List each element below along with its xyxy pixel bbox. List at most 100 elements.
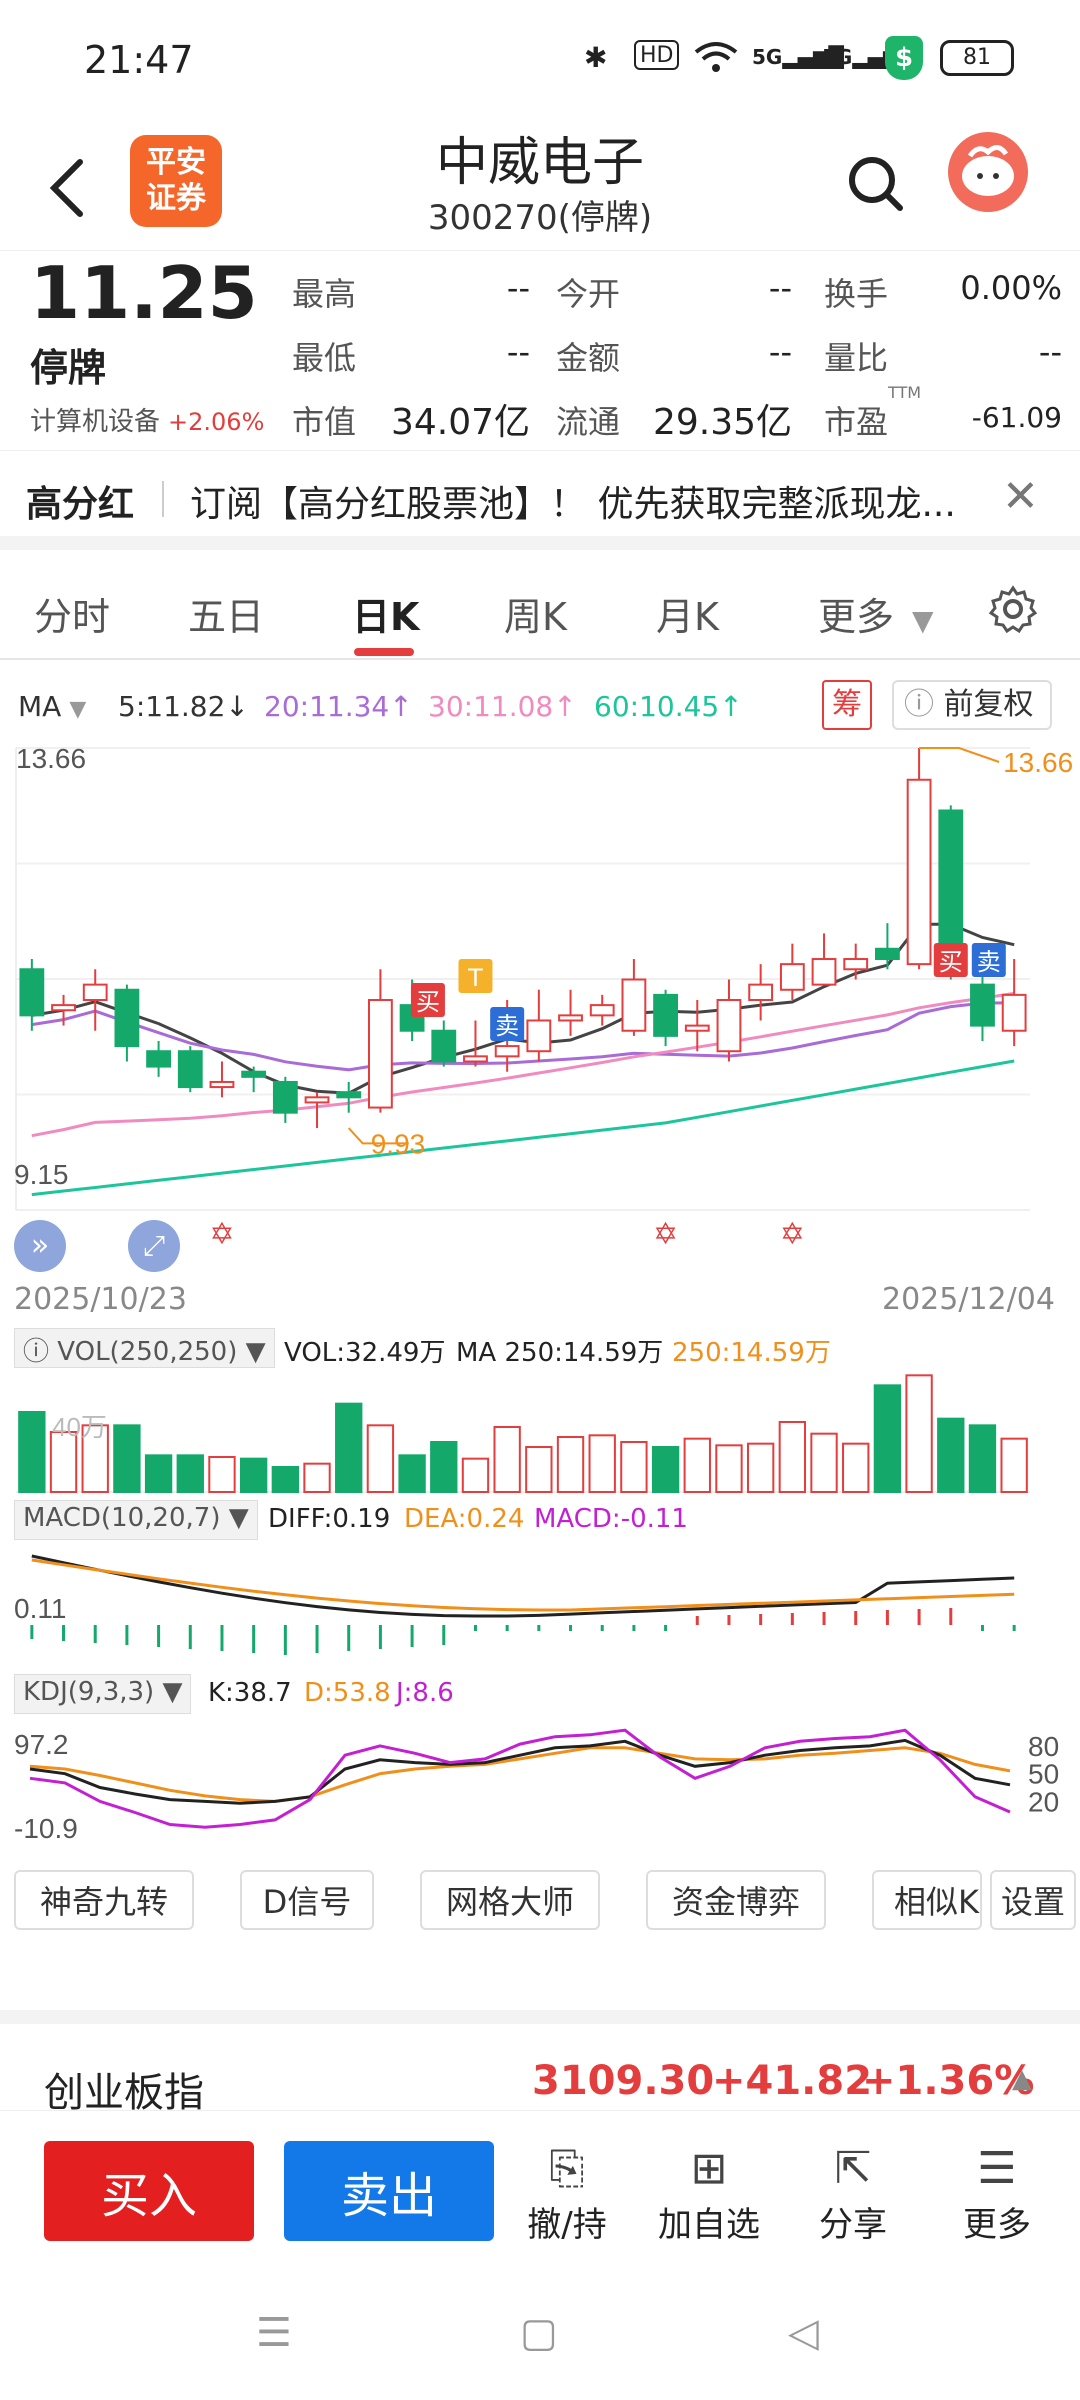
kdj-d: D:53.8	[304, 1678, 391, 1708]
wifi-icon	[694, 40, 738, 74]
tool-fund-game[interactable]: 资金博弈	[646, 1870, 826, 1930]
volume-bar	[81, 1424, 109, 1493]
bluetooth-icon: ✱	[584, 40, 608, 74]
ma-selector[interactable]: MA ▼	[18, 690, 86, 723]
stock-name: 中威电子	[435, 133, 644, 193]
date-end: 2025/12/04	[882, 1282, 1055, 1317]
candle-body	[970, 983, 995, 1027]
adjust-label: 前复权	[943, 687, 1034, 722]
tool-similar-k[interactable]: 相似K	[872, 1870, 982, 1930]
share-icon: ⇱	[834, 2143, 872, 2194]
more-label: 更多	[963, 2205, 1031, 2245]
volume-bar	[398, 1454, 426, 1493]
back-button[interactable]	[40, 140, 100, 230]
home-icon[interactable]: ▢	[520, 2310, 558, 2356]
tab-more-label: 更多	[818, 595, 895, 639]
period-tabs: 分时 五日 日K 周K 月K 更多 ▼	[0, 564, 1080, 660]
tool-grid-master[interactable]: 网格大师	[420, 1870, 600, 1930]
caret-up-icon[interactable]: ▲	[1012, 2064, 1032, 2094]
hd-icon: HD	[634, 40, 680, 70]
chip-distribution-button[interactable]: 筹	[822, 680, 872, 730]
kdj-right-label: 20	[1028, 1786, 1059, 1817]
system-nav-bar: ☰ ▢ ◁	[0, 2260, 1080, 2400]
volume-bar	[271, 1466, 300, 1493]
sector-name: 计算机设备	[30, 407, 161, 437]
ma20-line	[31, 1001, 1015, 1072]
caret-down-icon: ▼	[228, 1503, 249, 1533]
volume-bar	[335, 1402, 363, 1494]
cancel-hold-button[interactable]: ⎘ 撤/持	[512, 2141, 622, 2246]
tab-intraday[interactable]: 分时	[34, 595, 111, 639]
index-value: 3109.30	[532, 2058, 715, 2104]
expand-left-button[interactable]: »	[14, 1220, 66, 1272]
tool-settings[interactable]: 设置	[990, 1870, 1076, 1930]
tab-daily-k[interactable]: 日K	[352, 595, 420, 639]
candle-body	[906, 778, 932, 966]
tab-monthly-k[interactable]: 月K	[656, 595, 719, 639]
value-low: --	[506, 333, 530, 371]
volume-bar	[683, 1437, 711, 1494]
vol-indicator-selector[interactable]: ⓘ VOL(250,250) ▼	[14, 1328, 275, 1368]
volume-bar	[303, 1462, 331, 1494]
share-button[interactable]: ⇱ 分享	[798, 2141, 908, 2246]
buy-button[interactable]: 买入	[44, 2141, 254, 2241]
macd-indicator-selector[interactable]: MACD(10,20,7) ▼	[14, 1500, 258, 1540]
tab-five-day[interactable]: 五日	[188, 595, 265, 639]
quote-panel: 11.25 停牌 计算机设备 +2.06% 最高 -- 今开 -- 换手 0.00…	[0, 250, 1080, 450]
volume-bar	[366, 1424, 395, 1493]
tab-weekly-k[interactable]: 周K	[504, 595, 567, 639]
more-button[interactable]: ☰ 更多	[942, 2141, 1052, 2246]
macd-diff-line	[31, 1554, 1015, 1618]
vol-ma-value: MA 250:14.59万	[456, 1338, 664, 1368]
value-volume-ratio: --	[1038, 333, 1062, 371]
add-watchlist-button[interactable]: ⊞ 加自选	[654, 2141, 764, 2246]
ma5-value: 5:11.82↓	[118, 690, 249, 723]
trade-signal-badge	[458, 959, 493, 993]
caret-down-icon: ▼	[162, 1677, 183, 1707]
tool-d-signal[interactable]: D信号	[240, 1870, 374, 1930]
plus-box-icon: ⊞	[690, 2143, 728, 2194]
volume-bar	[556, 1436, 585, 1493]
tab-more[interactable]: 更多 ▼	[818, 586, 934, 641]
candle-body	[558, 1014, 583, 1022]
value-open: --	[768, 269, 792, 307]
tool-nine-turn[interactable]: 神奇九转	[14, 1870, 194, 1930]
sell-button[interactable]: 卖出	[284, 2141, 494, 2241]
broker-logo: 平安 证券	[130, 135, 222, 227]
candle-body	[716, 999, 742, 1053]
sector-change: +2.06%	[168, 408, 265, 436]
status-bar: 21:47 ✱ HD 5G▂▄▆█ 5G▂▄▆█ $ 81	[0, 0, 1080, 120]
min-price-label: 9.93	[371, 1128, 426, 1159]
volume-bar	[113, 1424, 141, 1493]
volume-bar	[746, 1442, 775, 1494]
kdj-indicator-selector[interactable]: KDJ(9,3,3) ▼	[14, 1674, 192, 1714]
promo-banner[interactable]: 高分红 订阅【高分红股票池】！ 优先获取完整派现龙... ✕	[0, 450, 1080, 550]
star-marker: ✡	[653, 1217, 678, 1252]
menu-icon[interactable]: ☰	[256, 2310, 292, 2356]
trade-status: 停牌	[30, 346, 107, 390]
max-price-label: 13.66	[1003, 747, 1073, 778]
fullscreen-button[interactable]: ⤢	[128, 1220, 180, 1272]
close-icon[interactable]: ✕	[1002, 471, 1039, 522]
search-button[interactable]	[840, 148, 910, 218]
assistant-avatar[interactable]	[948, 132, 1028, 212]
candle-body	[272, 1080, 298, 1114]
trade-signal-text: 买	[416, 988, 440, 1016]
volume-bar	[208, 1456, 236, 1493]
sector-info[interactable]: 计算机设备 +2.06%	[30, 401, 264, 438]
kline-chart-area[interactable]: MA ▼ 5:11.82↓ 20:11.34↑ 30:11.08↑ 60:10.4…	[0, 660, 1080, 1840]
caret-down-icon: ▼	[69, 697, 87, 722]
label-low: 最低	[292, 339, 357, 377]
index-ticker-bar[interactable]: 创业板指 3109.30 +41.82 +1.36% ▲	[0, 2010, 1080, 2116]
chart-settings-button[interactable]	[988, 584, 1038, 638]
stock-header: 平安 证券 中威电子 300270(停牌)	[0, 120, 1080, 250]
ma20-value: 20:11.34↑	[264, 690, 413, 723]
candle-body	[779, 963, 805, 991]
back-nav-icon[interactable]: ◁	[788, 2310, 819, 2356]
adjust-button[interactable]: ⓘ 前复权	[892, 680, 1052, 730]
macd-scale-label: 0.11	[14, 1593, 66, 1624]
candle-body	[177, 1050, 203, 1089]
kdj-min-label: -10.9	[14, 1813, 78, 1840]
volume-bar	[620, 1441, 648, 1493]
